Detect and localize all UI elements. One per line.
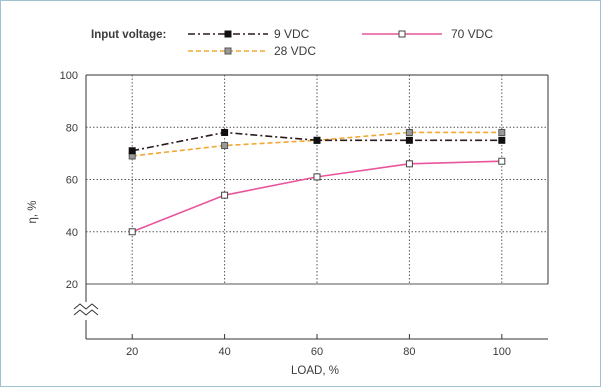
data-point-marker [498, 157, 506, 165]
x-tick-label: 80 [403, 346, 415, 358]
grid [86, 74, 548, 285]
x-tick-label: 60 [311, 346, 323, 358]
y-tick-label: 80 [66, 122, 78, 134]
data-point-marker [221, 142, 229, 150]
legend-item: 70 VDC [362, 27, 493, 41]
data-point-marker [405, 128, 413, 136]
legend: Input voltage: 9 VDC 70 VDC 28 VDC [91, 27, 493, 58]
axes [73, 75, 549, 340]
x-axis-label: LOAD, % [291, 365, 339, 377]
legend-label: 28 VDC [274, 44, 316, 58]
legend-title: Input voltage: [91, 29, 166, 41]
y-tick-label: 20 [66, 279, 78, 291]
data-point-marker [405, 136, 413, 144]
x-tick-label: 40 [218, 346, 230, 358]
series-line [131, 160, 502, 233]
legend-label: 9 VDC [274, 27, 310, 41]
x-tick-label: 100 [493, 346, 511, 358]
data-point-marker [128, 228, 136, 236]
data-point-marker [221, 191, 229, 199]
legend-label: 70 VDC [451, 27, 493, 41]
data-point-marker [498, 136, 506, 144]
data-point-marker [313, 173, 321, 181]
y-axis-label: η, % [27, 200, 39, 223]
series-9-vdc [128, 128, 506, 155]
data-point-marker [398, 30, 406, 38]
x-tick-label: 20 [126, 346, 138, 358]
data-point-marker [224, 47, 232, 55]
tick-labels: 20 40 60 80 100 20 40 60 80 100 [60, 70, 511, 358]
y-tick-label: 40 [66, 227, 78, 239]
axis-break-mark [73, 309, 99, 316]
data-point-marker [313, 136, 321, 144]
data-point-marker [405, 160, 413, 168]
series-28-vdc [128, 128, 506, 160]
legend-item: 28 VDC [188, 44, 316, 58]
legend-item: 9 VDC [188, 27, 310, 41]
y-tick-label: 60 [66, 175, 78, 187]
data-point-marker [221, 128, 229, 136]
y-tick-label: 100 [60, 70, 78, 82]
data-point-marker [498, 128, 506, 136]
data-point-marker [128, 147, 136, 155]
series-group [128, 128, 506, 236]
axis-break-mark [73, 303, 99, 310]
series-70-vdc [128, 157, 506, 236]
data-point-marker [224, 30, 232, 38]
